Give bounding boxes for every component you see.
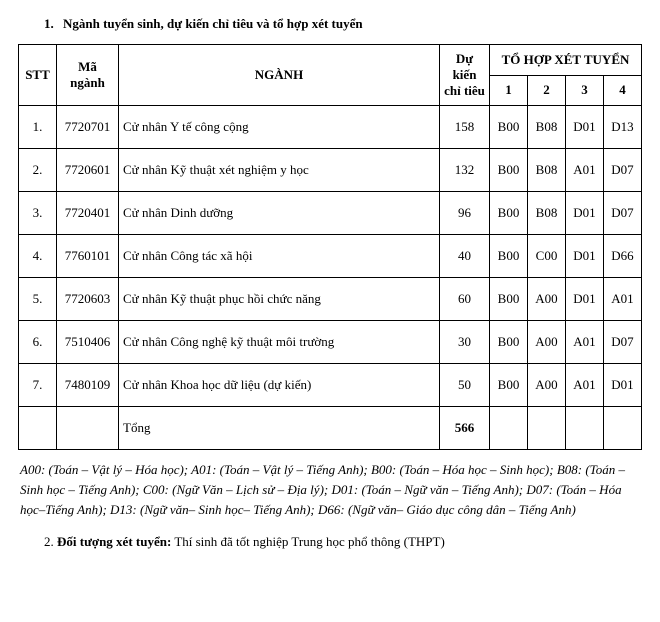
cell-name: Cử nhân Công nghệ kỹ thuật môi trường [119,321,440,364]
th-c2: 2 [528,75,566,106]
cell-code: 7720701 [57,106,119,149]
section-2: 2. Đối tượng xét tuyển: Thí sinh đã tốt … [44,534,642,550]
cell-name: Cử nhân Y tế công cộng [119,106,440,149]
th-c3: 3 [566,75,604,106]
th-combo-group: TỔ HỢP XÉT TUYỂN [490,45,642,76]
cell-c3: A01 [566,321,604,364]
th-code: Mã ngành [57,45,119,106]
cell-c4: D07 [604,192,642,235]
cell-quota: 50 [440,364,490,407]
cell-code: 7720401 [57,192,119,235]
table-total-row: Tổng566 [19,407,642,450]
cell-c1: B00 [490,149,528,192]
th-c1: 1 [490,75,528,106]
cell-c4: D66 [604,235,642,278]
cell-c2: A00 [528,278,566,321]
table-row: 7.7480109Cử nhân Khoa học dữ liệu (dự ki… [19,364,642,407]
cell-name: Cử nhân Dinh dưỡng [119,192,440,235]
section-2-number: 2. [44,534,54,549]
table-row: 3.7720401Cử nhân Dinh dưỡng96B00B08D01D0… [19,192,642,235]
cell-c2: C00 [528,235,566,278]
cell-c4: D07 [604,149,642,192]
cell-code: 7720601 [57,149,119,192]
section-1-number: 1. [44,16,54,31]
cell-c3: D01 [566,192,604,235]
section-2-label: Đối tượng xét tuyển: [57,534,171,549]
cell-c1: B00 [490,321,528,364]
cell-blank [490,407,528,450]
cell-c1: B00 [490,192,528,235]
cell-c3: A01 [566,364,604,407]
cell-c1: B00 [490,235,528,278]
cell-c3: D01 [566,106,604,149]
th-name: NGÀNH [119,45,440,106]
cell-c1: B00 [490,364,528,407]
th-stt: STT [19,45,57,106]
cell-c2: B08 [528,149,566,192]
cell-stt: 2. [19,149,57,192]
cell-c1: B00 [490,106,528,149]
cell-c2: B08 [528,106,566,149]
cell-code: 7510406 [57,321,119,364]
admission-table: STT Mã ngành NGÀNH Dự kiến chỉ tiêu TỔ H… [18,44,642,450]
cell-c4: D13 [604,106,642,149]
cell-blank [19,407,57,450]
table-row: 5.7720603Cử nhân Kỹ thuật phục hồi chức … [19,278,642,321]
cell-c2: A00 [528,364,566,407]
cell-blank [57,407,119,450]
cell-c3: A01 [566,149,604,192]
table-row: 4.7760101Cử nhân Công tác xã hội40B00C00… [19,235,642,278]
cell-code: 7720603 [57,278,119,321]
cell-stt: 6. [19,321,57,364]
cell-c4: D07 [604,321,642,364]
total-label: Tổng [119,407,440,450]
th-c4: 4 [604,75,642,106]
section-1-title: Ngành tuyển sinh, dự kiến chỉ tiêu và tổ… [63,16,363,31]
table-row: 1.7720701Cử nhân Y tế công cộng158B00B08… [19,106,642,149]
cell-quota: 158 [440,106,490,149]
cell-stt: 4. [19,235,57,278]
total-value: 566 [440,407,490,450]
table-body: 1.7720701Cử nhân Y tế công cộng158B00B08… [19,106,642,450]
cell-name: Cử nhân Công tác xã hội [119,235,440,278]
cell-c2: B08 [528,192,566,235]
cell-quota: 40 [440,235,490,278]
cell-name: Cử nhân Kỹ thuật phục hồi chức năng [119,278,440,321]
cell-blank [604,407,642,450]
cell-quota: 60 [440,278,490,321]
cell-code: 7760101 [57,235,119,278]
cell-c3: D01 [566,278,604,321]
cell-name: Cử nhân Khoa học dữ liệu (dự kiến) [119,364,440,407]
table-row: 6.7510406Cử nhân Công nghệ kỹ thuật môi … [19,321,642,364]
section-2-text: Thí sinh đã tốt nghiệp Trung học phổ thô… [174,534,444,549]
cell-stt: 1. [19,106,57,149]
combo-legend: A00: (Toán – Vật lý – Hóa học); A01: (To… [20,460,640,520]
cell-c2: A00 [528,321,566,364]
cell-blank [528,407,566,450]
th-quota: Dự kiến chỉ tiêu [440,45,490,106]
cell-quota: 132 [440,149,490,192]
cell-name: Cử nhân Kỹ thuật xét nghiệm y học [119,149,440,192]
cell-code: 7480109 [57,364,119,407]
cell-quota: 96 [440,192,490,235]
cell-blank [566,407,604,450]
cell-quota: 30 [440,321,490,364]
section-1-heading: 1. Ngành tuyển sinh, dự kiến chỉ tiêu và… [44,16,642,32]
cell-stt: 7. [19,364,57,407]
cell-c1: B00 [490,278,528,321]
cell-stt: 5. [19,278,57,321]
cell-c3: D01 [566,235,604,278]
cell-stt: 3. [19,192,57,235]
cell-c4: D01 [604,364,642,407]
table-row: 2.7720601Cử nhân Kỹ thuật xét nghiệm y h… [19,149,642,192]
table-head: STT Mã ngành NGÀNH Dự kiến chỉ tiêu TỔ H… [19,45,642,106]
cell-c4: A01 [604,278,642,321]
